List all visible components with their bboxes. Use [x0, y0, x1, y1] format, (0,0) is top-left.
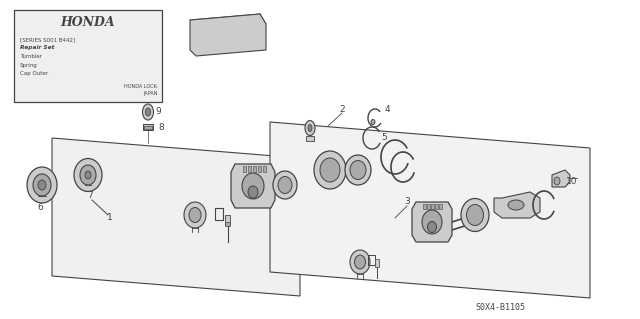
Bar [144, 126, 152, 129]
Ellipse shape [467, 204, 483, 226]
Ellipse shape [80, 165, 96, 185]
Bar [225, 222, 230, 226]
Bar [258, 166, 261, 172]
Ellipse shape [143, 104, 154, 120]
Text: 6: 6 [37, 203, 43, 211]
Bar [248, 166, 251, 172]
Text: S0X4-B1105: S0X4-B1105 [475, 303, 525, 313]
Text: 8: 8 [158, 122, 164, 131]
Bar [14, 10, 162, 102]
Text: HONDA: HONDA [61, 17, 115, 29]
Ellipse shape [350, 160, 366, 180]
Ellipse shape [184, 202, 206, 228]
Text: 10: 10 [566, 177, 578, 187]
Bar [431, 204, 434, 209]
Text: Spring: Spring [20, 63, 38, 68]
Ellipse shape [308, 124, 312, 131]
Bar [225, 215, 230, 225]
Ellipse shape [189, 207, 201, 222]
Polygon shape [190, 14, 266, 56]
Ellipse shape [305, 121, 315, 136]
Ellipse shape [74, 159, 102, 191]
Ellipse shape [508, 200, 524, 210]
Bar [263, 166, 266, 172]
Ellipse shape [33, 174, 51, 196]
Bar [435, 204, 438, 209]
Ellipse shape [355, 255, 365, 269]
Bar [423, 204, 426, 209]
Polygon shape [270, 122, 590, 298]
Text: Repair Set: Repair Set [20, 46, 54, 50]
Text: 7: 7 [87, 191, 93, 201]
Bar [143, 124, 153, 130]
Ellipse shape [422, 210, 442, 234]
Bar [215, 208, 223, 220]
Text: 3: 3 [404, 197, 410, 206]
Ellipse shape [472, 210, 484, 226]
Text: HONDA LOCK-: HONDA LOCK- [124, 84, 158, 88]
Ellipse shape [554, 177, 560, 185]
Bar [375, 259, 379, 267]
Text: [SERIES S001 B442]: [SERIES S001 B442] [20, 38, 75, 42]
Ellipse shape [27, 167, 57, 203]
Ellipse shape [314, 151, 346, 189]
Text: 9: 9 [155, 108, 161, 116]
Ellipse shape [38, 180, 46, 190]
Polygon shape [494, 192, 540, 218]
Bar [306, 136, 314, 141]
Ellipse shape [145, 108, 150, 116]
Ellipse shape [371, 120, 375, 124]
Text: 5: 5 [381, 133, 387, 143]
Ellipse shape [273, 171, 297, 199]
Ellipse shape [320, 158, 340, 182]
Text: JAPAN: JAPAN [143, 91, 158, 95]
Text: 1: 1 [107, 212, 113, 221]
Ellipse shape [242, 173, 264, 199]
Polygon shape [412, 202, 452, 242]
Ellipse shape [350, 250, 370, 274]
Ellipse shape [248, 186, 258, 198]
Text: Tumbler: Tumbler [20, 55, 42, 60]
Text: 4: 4 [384, 106, 390, 115]
Ellipse shape [428, 221, 436, 233]
Ellipse shape [345, 155, 371, 185]
Text: 2: 2 [339, 106, 345, 115]
Ellipse shape [461, 198, 489, 232]
Polygon shape [552, 170, 570, 187]
Bar [368, 255, 375, 265]
Ellipse shape [85, 171, 91, 179]
Bar [439, 204, 442, 209]
Text: Cap Outer: Cap Outer [20, 70, 48, 76]
Bar [243, 166, 246, 172]
Polygon shape [231, 164, 275, 208]
Ellipse shape [278, 176, 292, 194]
Bar [427, 204, 430, 209]
Polygon shape [52, 138, 300, 296]
Bar [253, 166, 256, 172]
